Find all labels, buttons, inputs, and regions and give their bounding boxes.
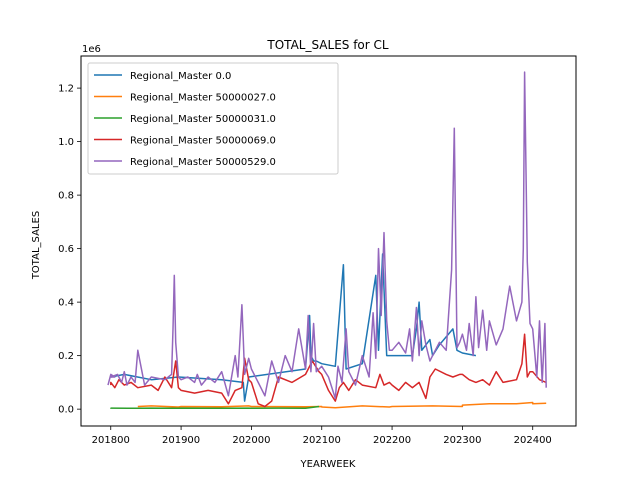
x-axis-label: YEARWEEK: [300, 459, 356, 470]
y-tick-label: 0.6: [58, 244, 74, 255]
x-axis: 201800 201900 202000 202100 202200 202300 2024…: [92, 426, 552, 446]
legend: Regional_Master 0.0 Regional_Master 50000…: [87, 62, 339, 175]
x-tick-label: 201900: [162, 435, 200, 446]
x-tick-label: 202400: [514, 435, 552, 446]
legend-label-0: Regional_Master 0.0: [130, 71, 231, 82]
y-tick-label: 1.0: [58, 137, 74, 148]
series-line-0: [110, 253, 477, 402]
y-axis-offset-label: 1e6: [82, 44, 101, 55]
x-tick-label: 201800: [92, 435, 130, 446]
x-tick-label: 202100: [303, 435, 341, 446]
legend-label-1: Regional_Master 50000027.0: [130, 93, 276, 104]
series-line-2: [110, 405, 320, 410]
legend-label-3: Regional_Master 50000069.0: [130, 136, 276, 147]
y-axis-label: TOTAL_SALES: [31, 211, 42, 280]
y-tick-label: 0.8: [58, 191, 74, 202]
y-tick-label: 0.0: [58, 405, 74, 416]
series-line-3: [110, 333, 547, 408]
chart-title: TOTAL_SALES for CL: [266, 38, 389, 52]
series-line-1: [137, 401, 547, 409]
x-tick-label: 202300: [443, 435, 481, 446]
series-line-4: [107, 71, 547, 400]
x-tick-label: 202200: [373, 435, 411, 446]
x-tick-label: 202000: [232, 435, 270, 446]
y-tick-label: 0.2: [58, 351, 74, 362]
legend-label-2: Regional_Master 50000031.0: [130, 114, 276, 125]
y-tick-label: 1.2: [58, 84, 74, 95]
y-axis: 0.0 0.2 0.4 0.6 0.8 1.0 1.2: [58, 84, 81, 416]
legend-label-4: Regional_Master 50000529.0: [130, 157, 276, 168]
plot-lines: [107, 71, 547, 410]
legend-box: [87, 62, 339, 175]
y-tick-label: 0.4: [58, 298, 74, 309]
plot-area-frame: [80, 55, 577, 427]
